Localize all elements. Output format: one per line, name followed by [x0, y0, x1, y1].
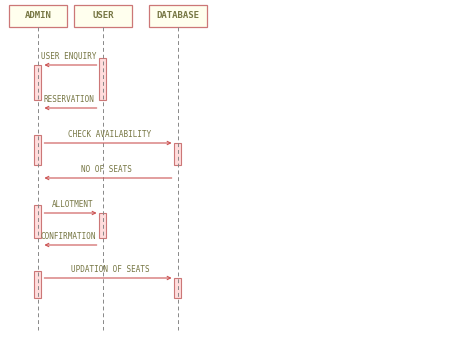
- Text: USER: USER: [92, 12, 114, 20]
- Bar: [35, 65, 42, 100]
- Bar: [9, 5, 67, 27]
- Bar: [35, 205, 42, 238]
- Text: ALLOTMENT: ALLOTMENT: [52, 200, 93, 209]
- Bar: [74, 5, 132, 27]
- Bar: [35, 135, 42, 165]
- Bar: [100, 58, 107, 100]
- Bar: [149, 5, 207, 27]
- Text: UPDATION OF SEATS: UPDATION OF SEATS: [71, 265, 149, 274]
- Text: ADMIN: ADMIN: [25, 12, 52, 20]
- Text: CONFIRMATION: CONFIRMATION: [41, 232, 96, 241]
- Bar: [174, 278, 182, 298]
- Bar: [35, 271, 42, 298]
- Text: NO OF SEATS: NO OF SEATS: [81, 165, 131, 174]
- Bar: [100, 213, 107, 238]
- Text: USER ENQUIRY: USER ENQUIRY: [41, 52, 96, 61]
- Text: CHECK AVAILABILITY: CHECK AVAILABILITY: [68, 130, 152, 139]
- Text: DATABASE: DATABASE: [156, 12, 200, 20]
- Bar: [174, 143, 182, 165]
- Text: RESERVATION: RESERVATION: [43, 95, 94, 104]
